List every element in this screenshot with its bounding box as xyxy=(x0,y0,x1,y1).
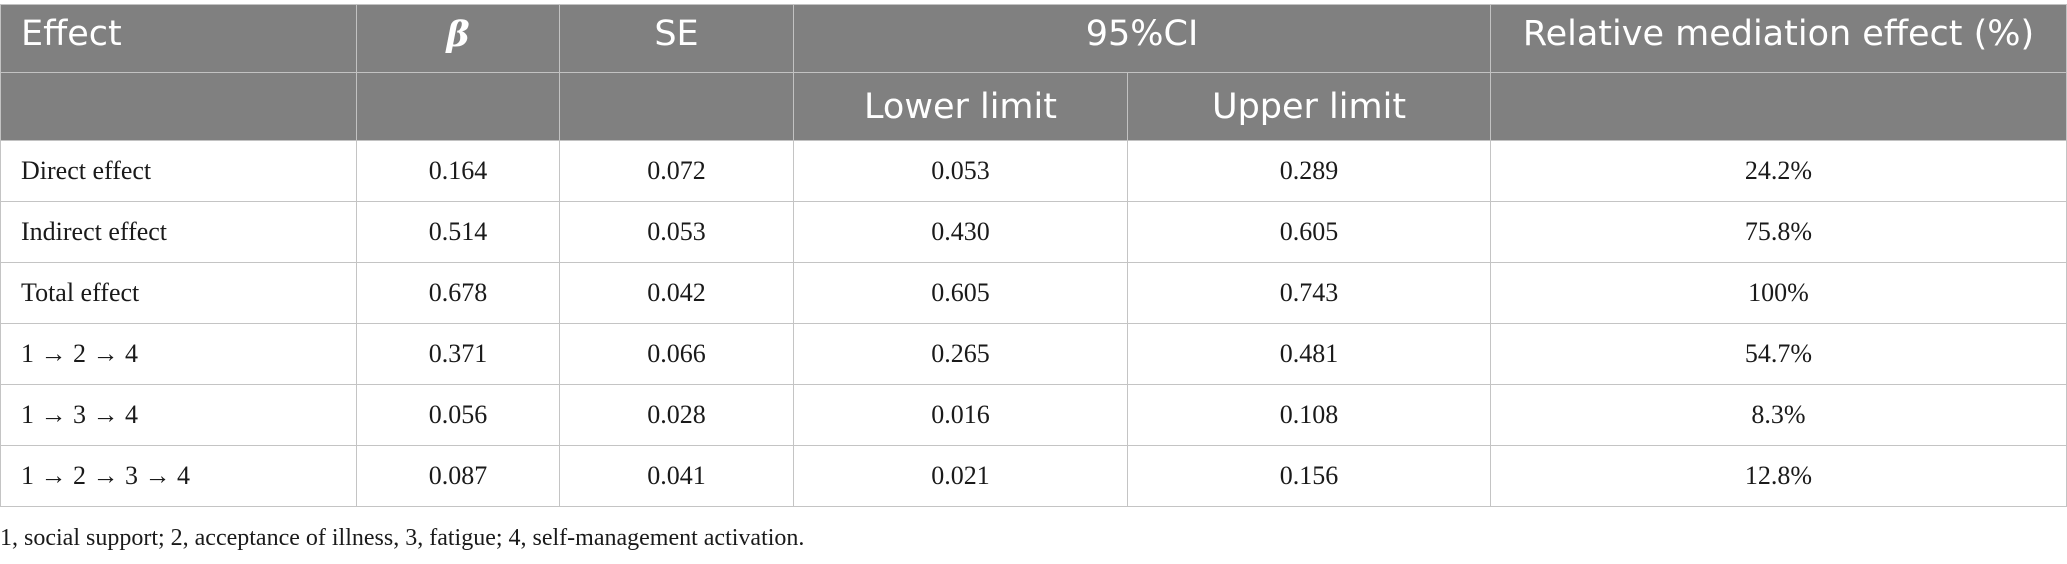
cell-relative: 75.8% xyxy=(1490,201,2067,263)
header-relative-effect: Relative mediation effect (%) xyxy=(1490,4,2067,73)
cell-se: 0.053 xyxy=(559,201,794,263)
header-empty-relative xyxy=(1490,72,2067,141)
cell-relative: 100% xyxy=(1490,262,2067,324)
table-row: 1 → 2 → 3 → 4 0.087 0.041 0.021 0.156 12… xyxy=(0,445,2067,507)
cell-beta: 0.164 xyxy=(356,140,560,202)
cell-se: 0.072 xyxy=(559,140,794,202)
cell-effect: 1 → 2 → 3 → 4 xyxy=(0,445,357,507)
cell-lower: 0.605 xyxy=(793,262,1128,324)
table-row: Total effect 0.678 0.042 0.605 0.743 100… xyxy=(0,262,2067,324)
cell-upper: 0.108 xyxy=(1127,384,1491,446)
cell-relative: 12.8% xyxy=(1490,445,2067,507)
cell-upper: 0.289 xyxy=(1127,140,1491,202)
table-row: 1 → 3 → 4 0.056 0.028 0.016 0.108 8.3% xyxy=(0,384,2067,446)
header-row-2: Lower limit Upper limit xyxy=(0,72,2067,141)
cell-upper: 0.605 xyxy=(1127,201,1491,263)
header-upper-limit: Upper limit xyxy=(1127,72,1491,141)
header-effect: Effect xyxy=(0,4,357,73)
mediation-effect-table: Effect β SE 95%CI Relative mediation eff… xyxy=(0,4,2067,507)
header-empty-se xyxy=(559,72,794,141)
cell-se: 0.028 xyxy=(559,384,794,446)
table-row: Direct effect 0.164 0.072 0.053 0.289 24… xyxy=(0,140,2067,202)
cell-upper: 0.481 xyxy=(1127,323,1491,385)
cell-se: 0.041 xyxy=(559,445,794,507)
cell-beta: 0.056 xyxy=(356,384,560,446)
header-empty-effect xyxy=(0,72,357,141)
cell-beta: 0.678 xyxy=(356,262,560,324)
cell-effect: Total effect xyxy=(0,262,357,324)
cell-relative: 8.3% xyxy=(1490,384,2067,446)
cell-upper: 0.156 xyxy=(1127,445,1491,507)
cell-effect: 1 → 3 → 4 xyxy=(0,384,357,446)
cell-relative: 24.2% xyxy=(1490,140,2067,202)
table-footnote: 1, social support; 2, acceptance of illn… xyxy=(0,525,805,551)
header-lower-limit: Lower limit xyxy=(793,72,1128,141)
cell-effect: 1 → 2 → 4 xyxy=(0,323,357,385)
table-body: Direct effect 0.164 0.072 0.053 0.289 24… xyxy=(0,140,2067,507)
cell-lower: 0.021 xyxy=(793,445,1128,507)
cell-upper: 0.743 xyxy=(1127,262,1491,324)
cell-relative: 54.7% xyxy=(1490,323,2067,385)
cell-effect: Direct effect xyxy=(0,140,357,202)
cell-effect: Indirect effect xyxy=(0,201,357,263)
header-ci: 95%CI xyxy=(793,4,1491,73)
header-empty-beta xyxy=(356,72,560,141)
header-row-1: Effect β SE 95%CI Relative mediation eff… xyxy=(0,4,2067,73)
header-beta: β xyxy=(356,4,560,73)
cell-lower: 0.265 xyxy=(793,323,1128,385)
header-se: SE xyxy=(559,4,794,73)
table-row: 1 → 2 → 4 0.371 0.066 0.265 0.481 54.7% xyxy=(0,323,2067,385)
cell-se: 0.066 xyxy=(559,323,794,385)
beta-symbol: β xyxy=(446,14,470,55)
cell-beta: 0.514 xyxy=(356,201,560,263)
mediation-table-container: Effect β SE 95%CI Relative mediation eff… xyxy=(0,4,2067,507)
cell-lower: 0.016 xyxy=(793,384,1128,446)
cell-se: 0.042 xyxy=(559,262,794,324)
table-row: Indirect effect 0.514 0.053 0.430 0.605 … xyxy=(0,201,2067,263)
cell-lower: 0.430 xyxy=(793,201,1128,263)
cell-lower: 0.053 xyxy=(793,140,1128,202)
cell-beta: 0.371 xyxy=(356,323,560,385)
cell-beta: 0.087 xyxy=(356,445,560,507)
